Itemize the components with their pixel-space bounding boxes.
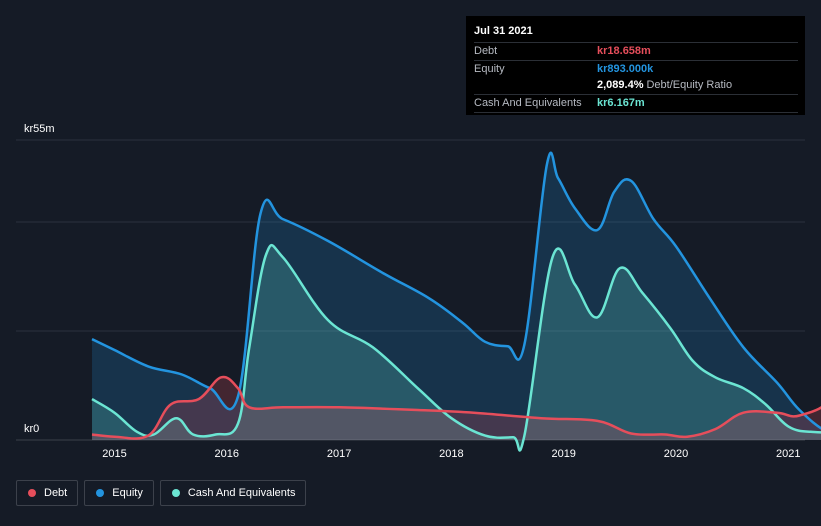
tooltip-debt-row: Debt kr18.658m bbox=[474, 43, 798, 61]
tooltip-cash-label: Cash And Equivalents bbox=[474, 97, 582, 109]
tooltip-date: Jul 31 2021 bbox=[474, 24, 798, 43]
x-tick-label: 2017 bbox=[327, 448, 351, 460]
tooltip-ratio-label: Debt/Equity Ratio bbox=[646, 79, 733, 91]
x-tick-label: 2016 bbox=[215, 448, 239, 460]
chart-legend: Debt Equity Cash And Equivalents bbox=[16, 480, 307, 506]
y-tick-label-min: kr0 bbox=[24, 423, 39, 435]
tooltip-equity-row: Equity kr893.000k bbox=[474, 61, 798, 77]
hover-tooltip: Jul 31 2021 Debt kr18.658m Equity kr893.… bbox=[466, 16, 805, 115]
equity-dot-icon bbox=[96, 489, 105, 497]
tooltip-equity-label: Equity bbox=[474, 63, 505, 75]
x-tick-label: 2018 bbox=[439, 448, 463, 460]
x-tick-label: 2019 bbox=[551, 448, 575, 460]
tooltip-cash-row: Cash And Equivalents kr6.167m bbox=[474, 95, 798, 113]
legend-debt-label: Debt bbox=[44, 487, 68, 499]
legend-item-equity[interactable]: Equity bbox=[84, 480, 154, 506]
tooltip-debt-label: Debt bbox=[474, 45, 498, 57]
debt-area bbox=[92, 376, 821, 440]
debt-line bbox=[91, 375, 821, 440]
x-tick-label: 2015 bbox=[102, 448, 126, 460]
tooltip-ratio-value: 2,089.4% bbox=[597, 79, 644, 91]
legend-item-debt[interactable]: Debt bbox=[16, 480, 79, 506]
tooltip-equity-value: kr893.000k bbox=[597, 63, 654, 75]
chart-lines bbox=[91, 151, 821, 452]
x-tick-label: 2020 bbox=[664, 448, 688, 460]
tooltip-ratio-row: 2,089.4% Debt/Equity Ratio bbox=[474, 77, 798, 95]
legend-cash-label: Cash And Equivalents bbox=[187, 487, 296, 499]
tooltip-cash-value: kr6.167m bbox=[597, 97, 645, 109]
chart-gridlines bbox=[16, 139, 805, 441]
equity-line bbox=[91, 151, 821, 430]
chart-areas bbox=[92, 153, 821, 451]
x-tick-label: 2021 bbox=[776, 448, 800, 460]
tooltip-debt-value: kr18.658m bbox=[597, 45, 651, 57]
debt-dot-icon bbox=[28, 489, 36, 497]
y-tick-label-max: kr55m bbox=[24, 123, 55, 135]
legend-item-cash[interactable]: Cash And Equivalents bbox=[159, 480, 307, 506]
equity-area bbox=[92, 153, 821, 440]
cash-area bbox=[92, 245, 821, 451]
legend-equity-label: Equity bbox=[112, 487, 143, 499]
x-axis-ticks: 2015 2016 2017 2018 2019 2020 2021 bbox=[102, 448, 800, 460]
cash-line bbox=[91, 243, 821, 452]
cash-dot-icon bbox=[171, 489, 180, 497]
